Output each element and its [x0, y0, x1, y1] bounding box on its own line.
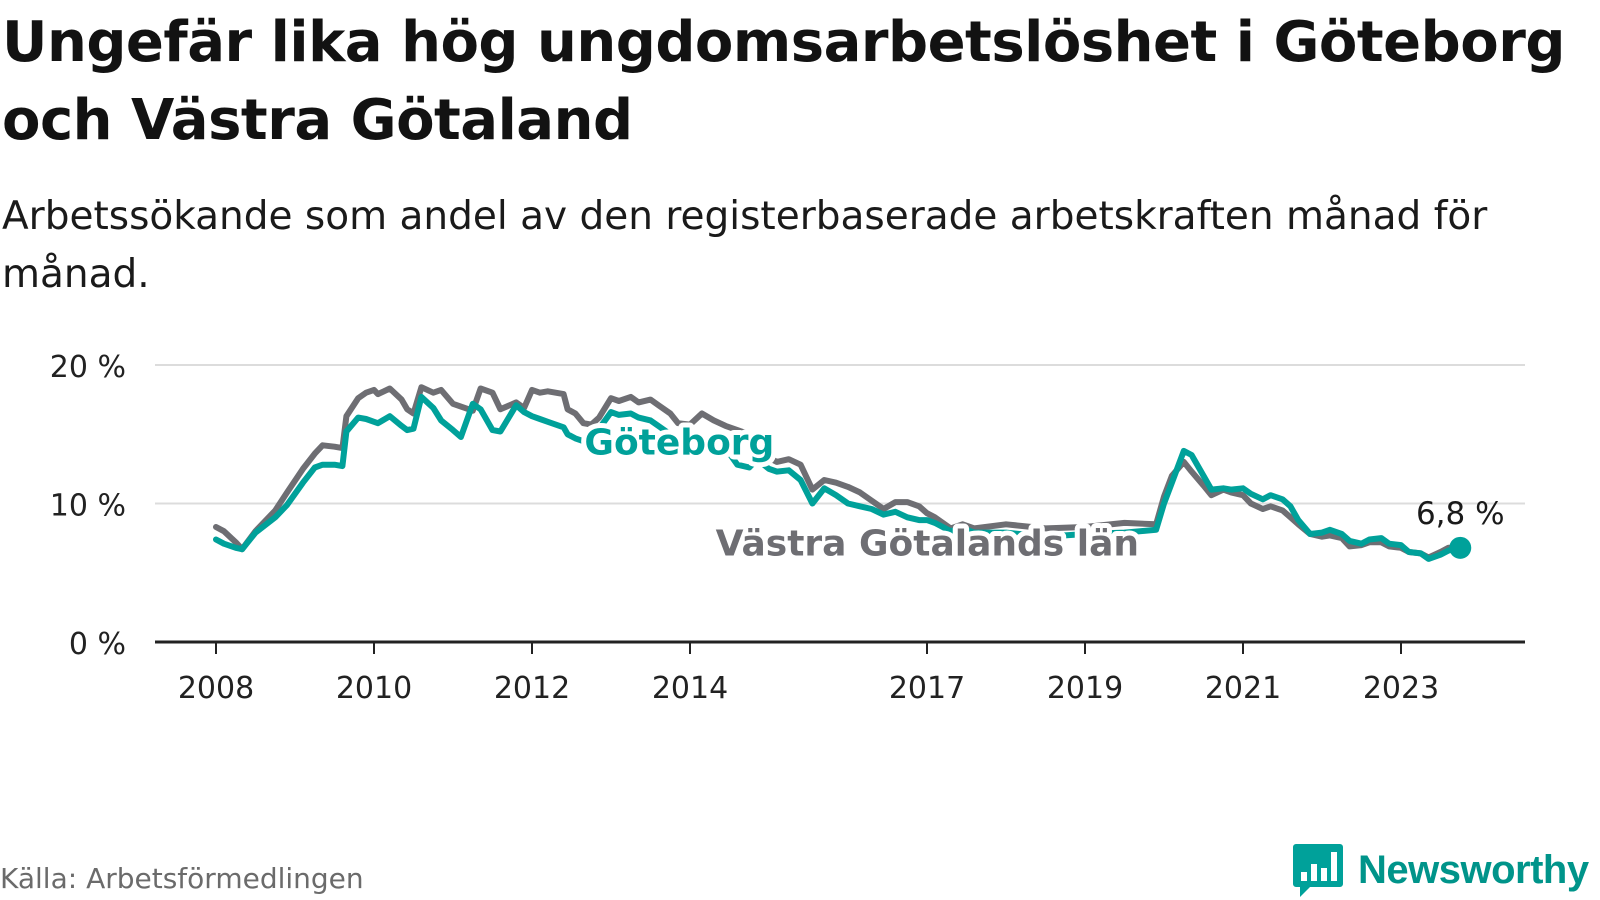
gridlines	[155, 364, 1525, 644]
y-tick-label: 0 %	[69, 627, 126, 662]
line-label-halo: Västra Götalands län	[716, 524, 1139, 565]
source-note: Källa: Arbetsförmedlingen	[0, 862, 364, 895]
endpoint-marker	[1449, 536, 1472, 559]
x-tick-label: 2023	[1363, 671, 1439, 706]
x-tick-label: 2019	[1047, 671, 1123, 706]
brand-name: Newsworthy	[1358, 848, 1589, 892]
x-tick-label: 2012	[494, 671, 570, 706]
line-chart: 0 % 10 % 20 % 2008 2010 2012 2014 2017 2019 2021…	[50, 350, 1525, 706]
y-tick-label: 20 %	[50, 350, 126, 385]
x-tick-label: 2008	[178, 671, 254, 706]
y-tick-label: 10 %	[50, 489, 126, 524]
series-line-goteborg	[213, 393, 1464, 562]
y-axis-tick-labels: 0 % 10 % 20 %	[50, 350, 126, 662]
series-lines	[213, 384, 1464, 562]
line-label-halo: Göteborg	[584, 423, 774, 464]
bar-chart-bubble-icon	[1293, 844, 1343, 897]
x-tick-label: 2014	[652, 671, 728, 706]
endpoint-markers	[1449, 536, 1472, 559]
newsworthy-logo[interactable]: Newsworthy	[1292, 842, 1594, 898]
chart-subtitle: Arbetssökande som andel av den registerb…	[2, 194, 1488, 297]
x-tick-label: 2017	[889, 671, 965, 706]
series-line-vastra-gotalands-lan	[213, 384, 1464, 561]
chart-title: Ungefär lika hög ungdomsarbetslöshet i G…	[2, 10, 1565, 153]
line-label: 6,8 %	[1416, 496, 1505, 532]
line-label: Göteborg	[584, 423, 774, 464]
x-axis-tick-labels: 2008 2010 2012 2014 2017 2019 2021 2023	[178, 642, 1439, 706]
x-tick-label: 2010	[336, 671, 412, 706]
x-tick-label: 2021	[1205, 671, 1281, 706]
line-label: Västra Götalands län	[716, 524, 1139, 565]
